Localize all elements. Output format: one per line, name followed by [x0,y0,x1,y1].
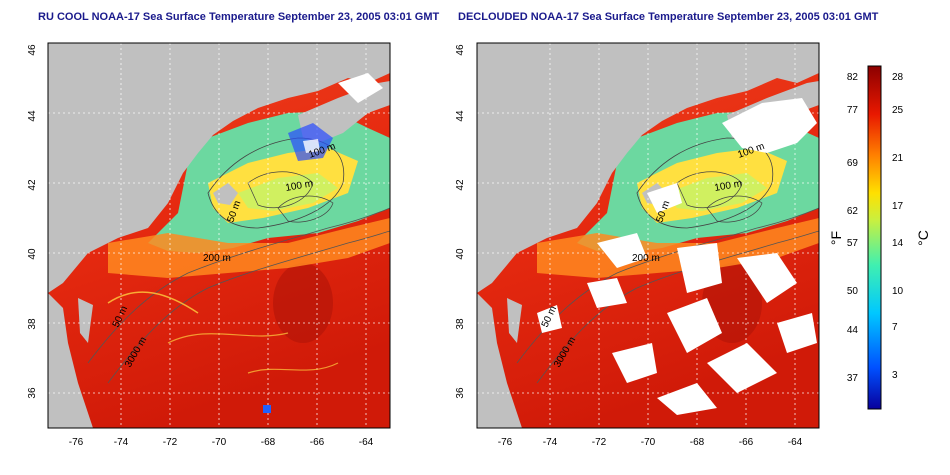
x-tick: -66 [739,437,754,448]
contour-label: 200 m [632,253,660,264]
c-tick: 10 [892,286,904,297]
x-tick: -72 [592,437,607,448]
y-tick: 40 [455,248,466,260]
f-tick: 57 [847,238,859,249]
x-tick: -74 [543,437,558,448]
x-tick: -68 [690,437,705,448]
f-tick: 69 [847,158,859,169]
x-tick: -68 [261,437,276,448]
y-tick: 36 [27,387,38,399]
c-tick: 17 [892,201,904,212]
panel-title-raw: RU COOL NOAA-17 Sea Surface Temperature … [38,11,440,23]
y-tick: 44 [455,110,466,122]
x-tick: -66 [310,437,325,448]
contour-label: 200 m [203,253,231,264]
f-tick: 82 [847,72,859,83]
y-tick: 42 [455,179,466,191]
x-tick: -64 [788,437,803,448]
y-tick: 38 [27,318,38,330]
y-tick: 42 [27,179,38,191]
c-tick: 14 [892,238,904,249]
x-tick: -70 [212,437,227,448]
c-tick: 7 [892,322,898,333]
y-tick: 40 [27,248,38,260]
c-tick: 3 [892,370,898,381]
map-panel-declouded: 100 m 100 m 50 m 200 m 50 m 3000 m [476,42,820,429]
contour-label: 100 m [714,178,743,194]
contour-label: 100 m [285,178,314,194]
y-tick: 46 [27,44,38,56]
x-tick: -70 [641,437,656,448]
x-tick: -74 [114,437,129,448]
c-tick: 28 [892,72,904,83]
fahrenheit-unit: °F [828,231,844,245]
c-tick: 25 [892,105,904,116]
c-tick: 21 [892,153,904,164]
y-tick: 44 [27,110,38,122]
y-tick: 36 [455,387,466,399]
axis-ticks-left: -76 -74 -72 -70 -68 -66 -64 46 44 42 40 … [27,44,374,448]
x-tick: -76 [498,437,513,448]
colorbar: 82 77 69 62 57 50 44 37 28 25 21 17 14 1… [828,65,931,410]
x-tick: -76 [69,437,84,448]
axis-ticks-right: -76 -74 -72 -70 -68 -66 -64 46 44 42 40 … [455,44,803,448]
y-tick: 46 [455,44,466,56]
f-tick: 62 [847,206,859,217]
f-tick: 77 [847,105,859,116]
f-tick: 44 [847,325,859,336]
celsius-unit: °C [915,230,931,246]
f-tick: 50 [847,286,859,297]
f-tick: 37 [847,373,859,384]
colorbar-gradient [867,65,882,410]
y-tick: 38 [455,318,466,330]
x-tick: -72 [163,437,178,448]
x-tick: -64 [359,437,374,448]
panel-title-declouded: DECLOUDED NOAA-17 Sea Surface Temperatur… [458,11,879,23]
map-panel-raw: 100 m 100 m 50 m 200 m 50 m 3000 m [47,42,391,429]
